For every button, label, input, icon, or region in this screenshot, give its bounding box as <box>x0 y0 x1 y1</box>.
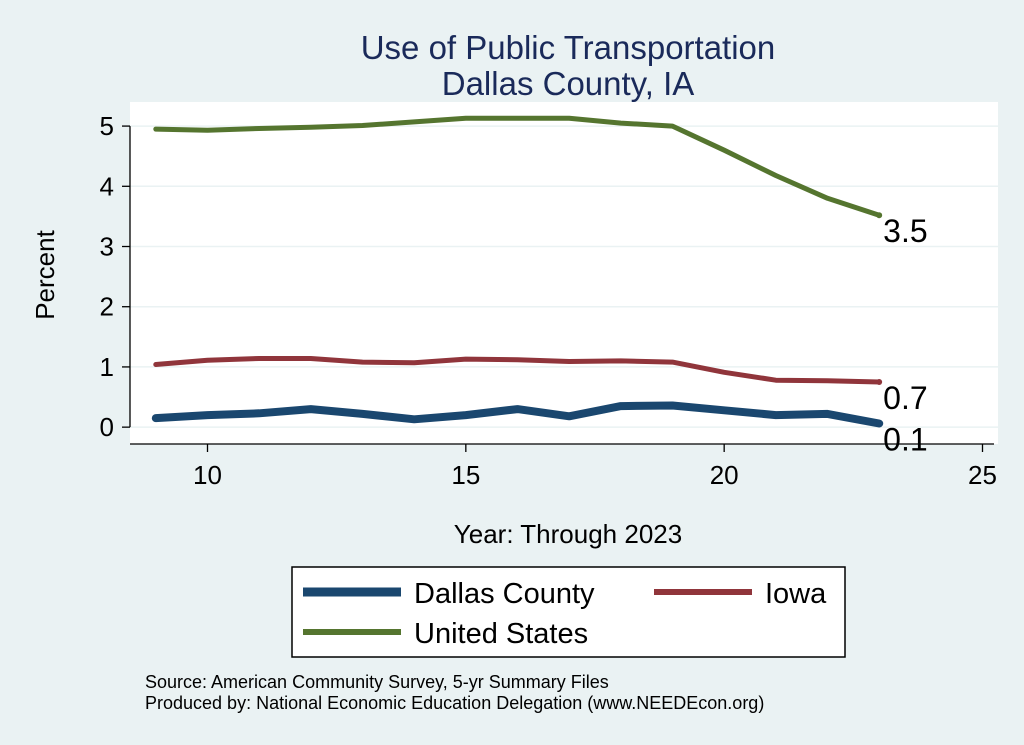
end-labels: 3.5 0.7 0.1 <box>883 213 927 457</box>
x-tick-label-10: 10 <box>193 460 222 490</box>
end-label-dallas-county: 0.1 <box>883 422 927 458</box>
end-marker-dallas-county <box>876 420 883 427</box>
x-tick-label-15: 15 <box>451 460 480 490</box>
series-lines <box>151 115 884 428</box>
end-marker-united-states <box>876 212 883 219</box>
end-label-iowa: 0.7 <box>883 380 927 416</box>
series-line-dallas-county <box>151 401 884 428</box>
source-note: Source: American Community Survey, 5-yr … <box>145 672 609 692</box>
y-axis-title: Percent <box>30 229 60 319</box>
end-marker-iowa <box>876 378 883 385</box>
legend-label-dallas-county: Dallas County <box>414 578 595 610</box>
legend-box <box>291 566 846 658</box>
x-tick-label-25: 25 <box>968 460 997 490</box>
y-tick-label-5: 5 <box>100 111 114 141</box>
producer-note: Produced by: National Economic Education… <box>145 693 764 713</box>
chart-title-line-1: Use of Public Transportation <box>361 29 776 66</box>
plot-area <box>130 102 998 444</box>
y-tick-label-3: 3 <box>100 232 114 262</box>
axes: 0 1 2 3 4 5 10 15 20 25 <box>100 111 997 490</box>
y-tick-label-1: 1 <box>100 352 114 382</box>
x-tick-label-20: 20 <box>710 460 739 490</box>
legend: Dallas County Iowa United States <box>291 566 846 658</box>
x-axis-title: Year: Through 2023 <box>454 519 682 549</box>
legend-label-iowa: Iowa <box>765 578 827 610</box>
chart-title-line-2: Dallas County, IA <box>442 65 695 102</box>
series-line-iowa <box>153 356 882 385</box>
y-tick-label-4: 4 <box>100 171 114 201</box>
end-label-united-states: 3.5 <box>883 213 927 249</box>
series-line-united-states <box>153 115 882 218</box>
y-tick-label-2: 2 <box>100 292 114 322</box>
legend-label-united-states: United States <box>414 618 588 650</box>
y-tick-label-0: 0 <box>100 412 114 442</box>
